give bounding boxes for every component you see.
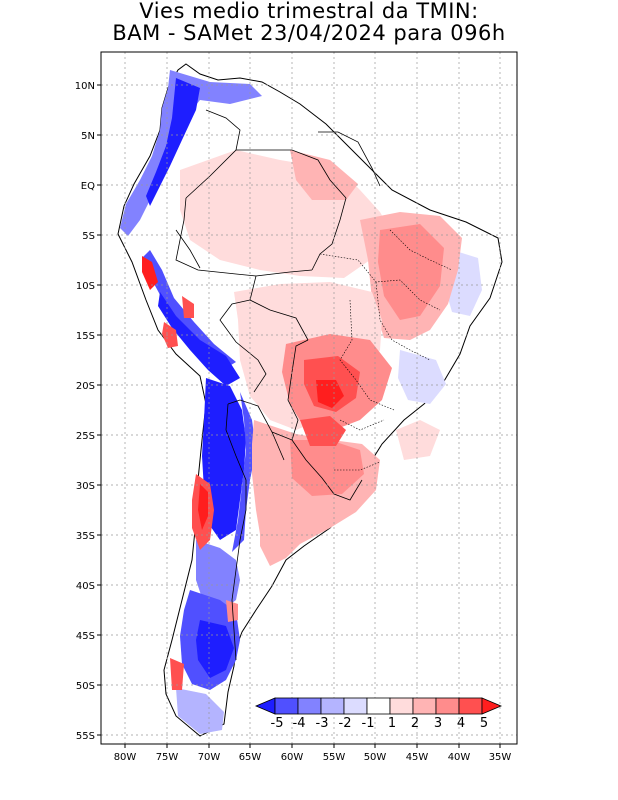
colorbar-label: 4	[457, 716, 465, 731]
lon-tick-label: 40W	[448, 752, 471, 763]
title-line-2: BAM - SAMet 23/04/2024 para 096h	[112, 21, 506, 45]
positive-bias-areas	[142, 150, 462, 690]
colorbar-swatch	[274, 697, 299, 715]
plot-frame	[100, 51, 518, 745]
colorbar-label: -4	[293, 716, 306, 731]
map-gridlines	[101, 52, 517, 744]
colorbar-swatch	[389, 697, 414, 715]
colorbar-swatch	[297, 697, 322, 715]
colorbar-label: -5	[271, 716, 284, 731]
colorbar: -5 -4 -3 -2 -1 1 2 3 4 5	[254, 697, 503, 731]
lon-tick-label: 35W	[489, 752, 512, 763]
colorbar-label: 1	[388, 716, 396, 731]
lat-tick-label: 40S	[76, 581, 95, 592]
lat-tick-label: 5S	[82, 231, 95, 242]
lon-tick-label: 80W	[114, 752, 137, 763]
lon-tick-label: 65W	[239, 752, 262, 763]
lon-tick-label: 50W	[364, 752, 387, 763]
colorbar-label: 3	[434, 716, 442, 731]
lat-tick-label: 20S	[76, 381, 95, 392]
colorbar-label: -1	[362, 716, 375, 731]
title-line-1: Vies medio trimestral da TMIN:	[139, 0, 479, 23]
colorbar-swatch	[343, 697, 368, 715]
colorbar-swatch	[320, 697, 345, 715]
lat-tick-label: 25S	[76, 431, 95, 442]
lat-tick-label: 35S	[76, 531, 95, 542]
lat-tick-label: 50S	[76, 681, 95, 692]
lon-tick-label: 55W	[323, 752, 346, 763]
lat-tick-label: 30S	[76, 481, 95, 492]
colorbar-label: -2	[339, 716, 352, 731]
longitude-axis: 80W 75W 70W 65W 60W 55W 50W 45W 40W 35W	[114, 744, 512, 763]
lat-tick-label: 55S	[76, 731, 95, 742]
lon-tick-label: 70W	[198, 752, 221, 763]
colorbar-swatch	[412, 697, 437, 715]
latitude-axis: 10N 5N EQ 5S 10S 15S 20S 25S 30S 35S 40S…	[75, 81, 101, 742]
lon-tick-label: 45W	[406, 752, 429, 763]
lat-tick-label: 10S	[76, 281, 95, 292]
colorbar-label: -3	[316, 716, 329, 731]
country-borders	[175, 109, 381, 661]
colorbar-label: 2	[411, 716, 419, 731]
colorbar-label: 5	[480, 716, 488, 731]
lat-tick-label: 10N	[75, 81, 95, 92]
colorbar-max-arrow	[481, 697, 503, 715]
lat-tick-label: EQ	[81, 181, 95, 192]
lat-tick-label: 5N	[81, 131, 95, 142]
map-title: Vies medio trimestral da TMIN: BAM - SAM…	[0, 0, 618, 44]
lat-tick-label: 15S	[76, 331, 95, 342]
colorbar-swatch	[366, 697, 391, 715]
state-borders	[319, 229, 453, 471]
colorbar-swatch	[435, 697, 460, 715]
lon-tick-label: 60W	[281, 752, 304, 763]
lon-tick-label: 75W	[156, 752, 179, 763]
colorbar-swatch	[458, 697, 483, 715]
lat-tick-label: 45S	[76, 631, 95, 642]
